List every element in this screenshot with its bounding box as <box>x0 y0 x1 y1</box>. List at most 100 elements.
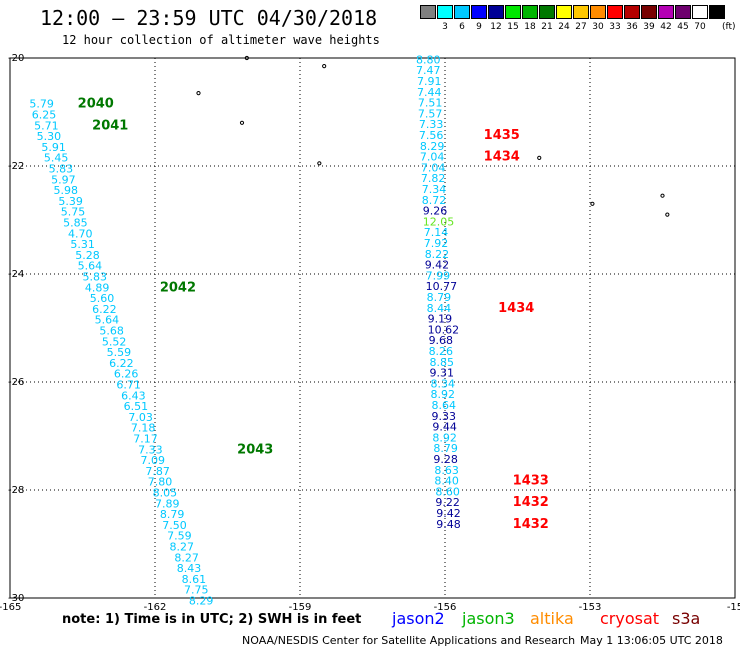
wave-height-label: 5.39 <box>58 195 82 208</box>
wave-height-label: 7.87 <box>145 465 170 478</box>
wave-height-label: 5.60 <box>90 292 115 305</box>
x-tick-label: -15 <box>727 602 740 613</box>
wave-height-label: 7.75 <box>184 584 209 597</box>
wave-height-label: 5.83 <box>83 270 108 283</box>
color-scale-label: 3 <box>442 22 448 32</box>
chart-subtitle: 12 hour collection of altimeter wave hei… <box>62 33 380 47</box>
x-tick-label: -165 <box>0 602 21 613</box>
color-swatch <box>556 5 572 19</box>
y-tick-label: -26 <box>8 377 24 388</box>
wave-height-label: 6.51 <box>124 400 149 413</box>
wave-height-label: 8.26 <box>429 345 454 358</box>
color-scale-unit: (ft) <box>722 22 736 32</box>
wave-height-label: 8.34 <box>431 377 456 390</box>
color-swatch <box>454 5 470 19</box>
island-marker <box>196 91 201 96</box>
color-scale-label: 36 <box>626 22 638 32</box>
wave-height-label: 8.85 <box>430 356 455 369</box>
color-scale-label: 6 <box>459 22 465 32</box>
wave-height-label: 5.59 <box>107 346 131 359</box>
color-swatch <box>488 5 504 19</box>
color-swatch <box>641 5 657 19</box>
wave-height-label: 7.44 <box>417 86 442 99</box>
wave-height-label: 7.89 <box>155 497 180 510</box>
color-scale-label: 39 <box>643 22 655 32</box>
wave-height-label: 7.51 <box>418 97 443 110</box>
wave-height-label: 8.72 <box>422 194 447 207</box>
legend-altika: altika <box>530 609 574 628</box>
wave-height-label: 9.33 <box>431 410 456 423</box>
wave-height-label: 7.03 <box>128 411 153 424</box>
wave-height-label: 9.44 <box>432 421 457 434</box>
wave-height-label: 7.14 <box>424 226 449 239</box>
legend-jason2: jason2 <box>392 609 445 628</box>
wave-height-label: 7.04 <box>421 161 446 174</box>
wave-height-label: 6.71 <box>116 378 141 391</box>
color-scale-label: 42 <box>660 22 672 32</box>
pass-time-label: 1435 <box>484 128 520 143</box>
y-tick-label: -20 <box>8 53 24 64</box>
wave-height-label: 5.75 <box>61 206 86 219</box>
pass-time-label: 2040 <box>78 97 114 112</box>
pass-time-label: 1434 <box>498 301 534 316</box>
color-swatch <box>471 5 487 19</box>
wave-height-label: 8.92 <box>431 388 456 401</box>
color-scale-label: 27 <box>575 22 587 32</box>
pass-time-label: 1433 <box>513 474 549 489</box>
wave-height-label: 6.22 <box>109 357 134 370</box>
island-marker <box>244 55 249 61</box>
wave-height-label: 5.85 <box>63 216 88 229</box>
wave-height-label: 8.40 <box>434 475 459 488</box>
wave-height-label: 7.04 <box>420 151 445 164</box>
wave-height-label: 5.91 <box>41 141 66 154</box>
wave-height-label: 7.33 <box>138 443 163 456</box>
color-swatch <box>624 5 640 19</box>
wave-height-label: 9.19 <box>428 313 453 326</box>
wave-height-label: 8.22 <box>425 248 450 261</box>
wave-height-label: 8.05 <box>153 486 178 499</box>
credit-text: NOAA/NESDIS Center for Satellite Applica… <box>242 634 576 647</box>
wave-height-label: 12.05 <box>423 215 455 228</box>
wave-height-label: 7.59 <box>167 530 192 543</box>
wave-height-label: 5.31 <box>70 238 95 251</box>
wave-height-label: 4.70 <box>68 227 93 240</box>
wave-height-label: 9.68 <box>429 334 454 347</box>
wave-height-label: 7.34 <box>422 183 447 196</box>
wave-height-label: 8.44 <box>427 302 452 315</box>
wave-height-label: 10.77 <box>426 280 458 293</box>
wave-height-label: 8.79 <box>427 291 452 304</box>
wave-height-label: 7.56 <box>419 129 444 142</box>
color-scale-label: 45 <box>677 22 689 32</box>
wave-height-label: 8.29 <box>189 594 214 607</box>
wave-height-label: 7.80 <box>148 476 173 489</box>
wave-height-label: 9.22 <box>435 496 460 509</box>
color-scale-label: 33 <box>609 22 621 32</box>
color-scale-label: 15 <box>507 22 519 32</box>
color-swatch <box>437 5 453 19</box>
wave-height-label: 8.60 <box>435 485 460 498</box>
wave-height-label: 5.30 <box>37 130 62 143</box>
wave-height-label: 9.28 <box>433 453 458 466</box>
color-scale-label: 30 <box>592 22 604 32</box>
wave-height-label: 7.33 <box>419 118 444 131</box>
color-swatch <box>607 5 623 19</box>
wave-height-label: 6.43 <box>121 389 145 402</box>
color-swatch <box>573 5 589 19</box>
wave-height-label: 5.71 <box>34 119 59 132</box>
wave-height-label: 8.27 <box>170 540 195 553</box>
color-swatch <box>505 5 521 19</box>
x-tick-label: -153 <box>579 602 602 613</box>
x-tick-label: -156 <box>434 602 457 613</box>
island-marker <box>239 120 245 125</box>
wave-height-label: 7.18 <box>131 422 156 435</box>
color-scale-label: 12 <box>490 22 502 32</box>
island-marker <box>537 155 542 160</box>
wave-height-label: 5.98 <box>54 184 79 197</box>
legend-s3a: s3a <box>672 609 701 628</box>
wave-height-label: 5.97 <box>51 173 75 186</box>
pass-time-label: 2043 <box>237 442 273 457</box>
pass-time-label: 1434 <box>484 150 520 165</box>
color-swatch <box>675 5 691 19</box>
